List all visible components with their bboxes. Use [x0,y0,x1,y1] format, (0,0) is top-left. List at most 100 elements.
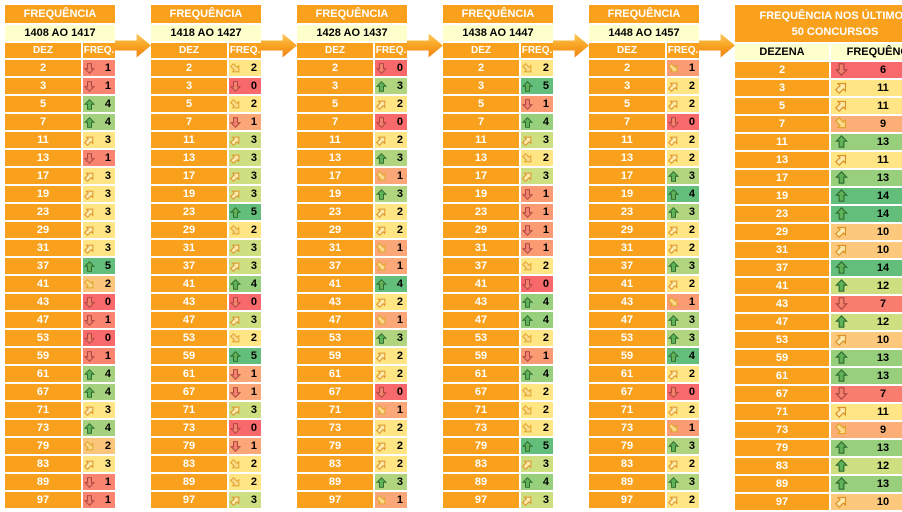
dezena-cell[interactable]: 23 [297,204,373,220]
dezena-cell[interactable]: 89 [297,474,373,490]
frequency-cell[interactable]: 3 [521,492,553,508]
dezena-cell[interactable]: 31 [151,240,227,256]
frequency-cell[interactable]: 13 [831,170,902,186]
dezena-cell[interactable]: 97 [5,492,81,508]
dezena-cell[interactable]: 41 [735,278,829,294]
frequency-cell[interactable]: 3 [83,168,115,184]
dezena-cell[interactable]: 83 [443,456,519,472]
frequency-cell[interactable]: 2 [375,366,407,382]
frequency-cell[interactable]: 2 [667,456,699,472]
frequency-cell[interactable]: 1 [375,168,407,184]
frequency-cell[interactable]: 11 [831,98,902,114]
dezena-cell[interactable]: 97 [735,494,829,510]
frequency-cell[interactable]: 2 [375,204,407,220]
frequency-cell[interactable]: 2 [667,96,699,112]
frequency-cell[interactable]: 1 [229,384,261,400]
frequency-cell[interactable]: 3 [667,168,699,184]
frequency-cell[interactable]: 1 [667,420,699,436]
dezena-cell[interactable]: 89 [151,474,227,490]
frequency-cell[interactable]: 1 [83,312,115,328]
dezena-cell[interactable]: 17 [443,168,519,184]
dezena-cell[interactable]: 41 [443,276,519,292]
dezena-cell[interactable]: 97 [297,492,373,508]
frequency-cell[interactable]: 4 [667,186,699,202]
dezena-cell[interactable]: 89 [735,476,829,492]
frequency-cell[interactable]: 0 [521,276,553,292]
frequency-cell[interactable]: 5 [229,348,261,364]
frequency-cell[interactable]: 4 [83,114,115,130]
dezena-cell[interactable]: 11 [589,132,665,148]
dezena-cell[interactable]: 13 [443,150,519,166]
dezena-cell[interactable]: 97 [589,492,665,508]
dezena-cell[interactable]: 83 [5,456,81,472]
frequency-cell[interactable]: 14 [831,206,902,222]
dezena-cell[interactable]: 3 [297,78,373,94]
dezena-cell[interactable]: 5 [735,98,829,114]
dezena-cell[interactable]: 79 [589,438,665,454]
frequency-cell[interactable]: 4 [521,312,553,328]
dezena-cell[interactable]: 7 [443,114,519,130]
frequency-cell[interactable]: 3 [229,402,261,418]
dezena-cell[interactable]: 17 [5,168,81,184]
dezena-cell[interactable]: 13 [589,150,665,166]
frequency-cell[interactable]: 11 [831,80,902,96]
frequency-cell[interactable]: 2 [667,402,699,418]
dezena-cell[interactable]: 67 [589,384,665,400]
frequency-cell[interactable]: 1 [375,240,407,256]
dezena-cell[interactable]: 73 [297,420,373,436]
frequency-cell[interactable]: 5 [521,78,553,94]
frequency-cell[interactable]: 0 [375,384,407,400]
dezena-cell[interactable]: 73 [735,422,829,438]
dezena-cell[interactable]: 13 [151,150,227,166]
dezena-cell[interactable]: 61 [151,366,227,382]
dezena-cell[interactable]: 3 [735,80,829,96]
frequency-cell[interactable]: 2 [83,276,115,292]
dezena-cell[interactable]: 7 [5,114,81,130]
frequency-cell[interactable]: 2 [375,348,407,364]
frequency-cell[interactable]: 3 [521,168,553,184]
frequency-cell[interactable]: 2 [375,420,407,436]
dezena-cell[interactable]: 2 [151,60,227,76]
dezena-cell[interactable]: 37 [297,258,373,274]
frequency-cell[interactable]: 3 [229,168,261,184]
dezena-cell[interactable]: 37 [443,258,519,274]
dezena-cell[interactable]: 47 [5,312,81,328]
dezena-cell[interactable]: 59 [443,348,519,364]
dezena-cell[interactable]: 31 [5,240,81,256]
frequency-cell[interactable]: 3 [83,132,115,148]
dezena-cell[interactable]: 13 [5,150,81,166]
frequency-cell[interactable]: 4 [375,276,407,292]
dezena-cell[interactable]: 61 [297,366,373,382]
frequency-cell[interactable]: 2 [375,294,407,310]
dezena-cell[interactable]: 37 [589,258,665,274]
frequency-cell[interactable]: 3 [667,204,699,220]
frequency-cell[interactable]: 1 [83,150,115,166]
dezena-cell[interactable]: 19 [5,186,81,202]
dezena-cell[interactable]: 37 [151,258,227,274]
dezena-cell[interactable]: 29 [589,222,665,238]
frequency-cell[interactable]: 2 [521,402,553,418]
dezena-cell[interactable]: 83 [589,456,665,472]
dezena-cell[interactable]: 53 [151,330,227,346]
frequency-cell[interactable]: 1 [375,258,407,274]
dezena-cell[interactable]: 71 [151,402,227,418]
frequency-cell[interactable]: 3 [375,78,407,94]
frequency-cell[interactable]: 12 [831,278,902,294]
dezena-cell[interactable]: 59 [5,348,81,364]
frequency-cell[interactable]: 3 [521,456,553,472]
dezena-cell[interactable]: 61 [443,366,519,382]
frequency-cell[interactable]: 0 [83,294,115,310]
dezena-cell[interactable]: 41 [151,276,227,292]
frequency-cell[interactable]: 13 [831,476,902,492]
frequency-cell[interactable]: 2 [229,60,261,76]
dezena-cell[interactable]: 79 [735,440,829,456]
dezena-cell[interactable]: 31 [297,240,373,256]
dezena-cell[interactable]: 53 [735,332,829,348]
frequency-cell[interactable]: 2 [521,384,553,400]
dezena-cell[interactable]: 71 [443,402,519,418]
dezena-cell[interactable]: 89 [589,474,665,490]
dezena-cell[interactable]: 43 [443,294,519,310]
frequency-cell[interactable]: 9 [831,116,902,132]
dezena-cell[interactable]: 41 [5,276,81,292]
frequency-cell[interactable]: 3 [229,492,261,508]
